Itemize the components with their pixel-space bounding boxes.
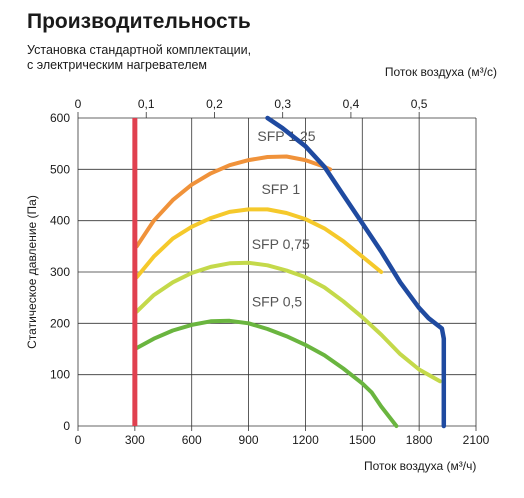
x-tick-label: 1800 <box>406 433 433 447</box>
x-tick-label: 1500 <box>349 433 376 447</box>
envelope-line <box>265 115 447 429</box>
subtitle-line-1: Установка стандартной комплектации, <box>27 43 252 57</box>
series-line <box>134 318 399 428</box>
subtitle-line-2: с электрическим нагревателем <box>27 58 208 72</box>
chart-subtitle: Установка стандартной комплектации, с эл… <box>27 43 251 73</box>
y-tick-label: 600 <box>50 111 70 125</box>
x2-tick-label: 0,5 <box>411 97 428 111</box>
series-line <box>134 260 442 384</box>
x2-tick-label: 0,2 <box>206 97 223 111</box>
x2-tick-label: 0,1 <box>138 97 155 111</box>
x2-tick-label: 0,3 <box>274 97 291 111</box>
y-tick-label: 200 <box>50 316 70 330</box>
y-tick-label: 400 <box>50 214 70 228</box>
x-tick-label: 1200 <box>292 433 319 447</box>
series-line <box>134 207 384 280</box>
y-tick-label: 0 <box>63 419 70 433</box>
bottom-axis-title: Поток воздуха (м³/ч) <box>364 459 477 473</box>
series-label: SFP 1 <box>261 181 300 197</box>
series-label: SFP 0,5 <box>252 293 303 309</box>
x2-tick-label: 0,4 <box>343 97 360 111</box>
y-tick-label: 300 <box>50 265 70 279</box>
page-title: Производительность <box>27 10 251 33</box>
x-tick-label: 300 <box>125 433 145 447</box>
x2-tick-label: 0 <box>75 97 82 111</box>
y-tick-label: 100 <box>50 368 70 382</box>
x-tick-label: 2100 <box>463 433 490 447</box>
series-line <box>134 154 333 249</box>
top-axis-title: Поток воздуха (м³/с) <box>384 65 497 79</box>
y-axis-title: Статическое давление (Па) <box>25 195 39 349</box>
x-tick-label: 900 <box>239 433 259 447</box>
y-tick-label: 500 <box>50 162 70 176</box>
series-label: SFP 0,75 <box>252 236 310 252</box>
x-tick-label: 600 <box>182 433 202 447</box>
x-tick-label: 0 <box>75 433 82 447</box>
